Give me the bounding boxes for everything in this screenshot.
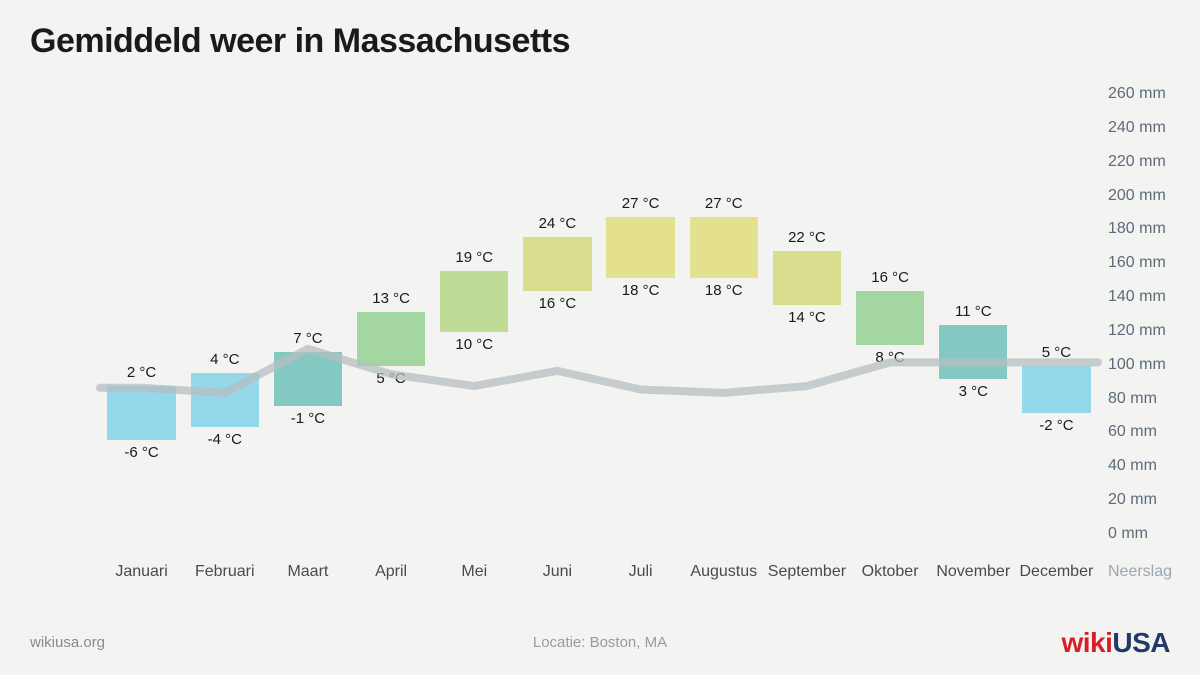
- temp-bar: [773, 251, 841, 305]
- temp-high-label: 5 °C: [1042, 344, 1071, 361]
- precip-tick: 120 mm: [1108, 322, 1166, 340]
- temp-bar: [690, 217, 758, 278]
- month-label: December: [1020, 563, 1094, 581]
- footer-logo: wikiUSA: [1061, 627, 1170, 659]
- precip-tick: 100 mm: [1108, 356, 1166, 374]
- temp-low-label: 8 °C: [875, 349, 904, 366]
- footer-site: wikiusa.org: [30, 634, 105, 651]
- temp-low-label: -2 °C: [1039, 417, 1073, 434]
- month-label: Februari: [195, 563, 255, 581]
- temp-bar: [523, 237, 591, 291]
- temp-high-label: 22 °C: [788, 229, 826, 246]
- month-label: Oktober: [862, 563, 919, 581]
- logo-wiki: wiki: [1061, 627, 1112, 658]
- precip-tick: 200 mm: [1108, 187, 1166, 205]
- temp-low-label: -6 °C: [124, 444, 158, 461]
- month-label: Juli: [629, 563, 653, 581]
- month-label: April: [375, 563, 407, 581]
- temp-low-label: 3 °C: [959, 383, 988, 400]
- temp-high-label: 11 °C: [955, 303, 992, 320]
- temp-high-label: 19 °C: [455, 249, 493, 266]
- temp-bar: [440, 271, 508, 332]
- temp-bar: [606, 217, 674, 278]
- temp-bar: [357, 312, 425, 366]
- temp-bar: [274, 352, 342, 406]
- temp-high-label: 2 °C: [127, 364, 156, 381]
- temp-high-label: 24 °C: [539, 215, 577, 232]
- month-label: November: [936, 563, 1010, 581]
- temp-low-label: 16 °C: [539, 295, 577, 312]
- precip-tick: 220 mm: [1108, 153, 1166, 171]
- temp-low-label: 18 °C: [705, 282, 743, 299]
- temp-low-label: -1 °C: [291, 410, 325, 427]
- temp-low-label: -4 °C: [208, 431, 242, 448]
- month-label: Januari: [115, 563, 167, 581]
- temp-high-label: 27 °C: [622, 195, 660, 212]
- precip-tick: 80 mm: [1108, 390, 1157, 408]
- precip-tick: 0 mm: [1108, 525, 1148, 543]
- temp-bar: [939, 325, 1007, 379]
- temp-high-label: 4 °C: [210, 351, 239, 368]
- temp-bar: [856, 291, 924, 345]
- precip-tick: 60 mm: [1108, 423, 1157, 441]
- temp-low-label: 18 °C: [622, 282, 660, 299]
- precip-axis-label: Neerslag: [1108, 563, 1172, 581]
- logo-usa: USA: [1112, 627, 1170, 658]
- precip-tick: 40 mm: [1108, 457, 1157, 475]
- month-label: September: [768, 563, 846, 581]
- month-label: Mei: [461, 563, 487, 581]
- month-label: Maart: [287, 563, 328, 581]
- temp-high-label: 7 °C: [293, 330, 322, 347]
- month-label: Augustus: [690, 563, 757, 581]
- precip-tick: 260 mm: [1108, 85, 1166, 103]
- temp-bar: [191, 373, 259, 427]
- footer-location: Locatie: Boston, MA: [533, 634, 667, 651]
- precip-tick: 20 mm: [1108, 491, 1157, 509]
- temp-high-label: 27 °C: [705, 195, 743, 212]
- temp-low-label: 14 °C: [788, 309, 826, 326]
- temp-bar: [1022, 366, 1090, 413]
- precip-tick: 140 mm: [1108, 288, 1166, 306]
- precip-tick: 180 mm: [1108, 220, 1166, 238]
- chart-title: Gemiddeld weer in Massachusetts: [30, 22, 570, 61]
- precip-tick: 160 mm: [1108, 254, 1166, 272]
- temp-low-label: 10 °C: [455, 336, 493, 353]
- temp-high-label: 13 °C: [372, 290, 410, 307]
- precip-tick: 240 mm: [1108, 119, 1166, 137]
- temp-bar: [107, 386, 175, 440]
- temp-high-label: 16 °C: [871, 269, 909, 286]
- month-label: Juni: [543, 563, 572, 581]
- temp-low-label: 5 °C: [376, 370, 405, 387]
